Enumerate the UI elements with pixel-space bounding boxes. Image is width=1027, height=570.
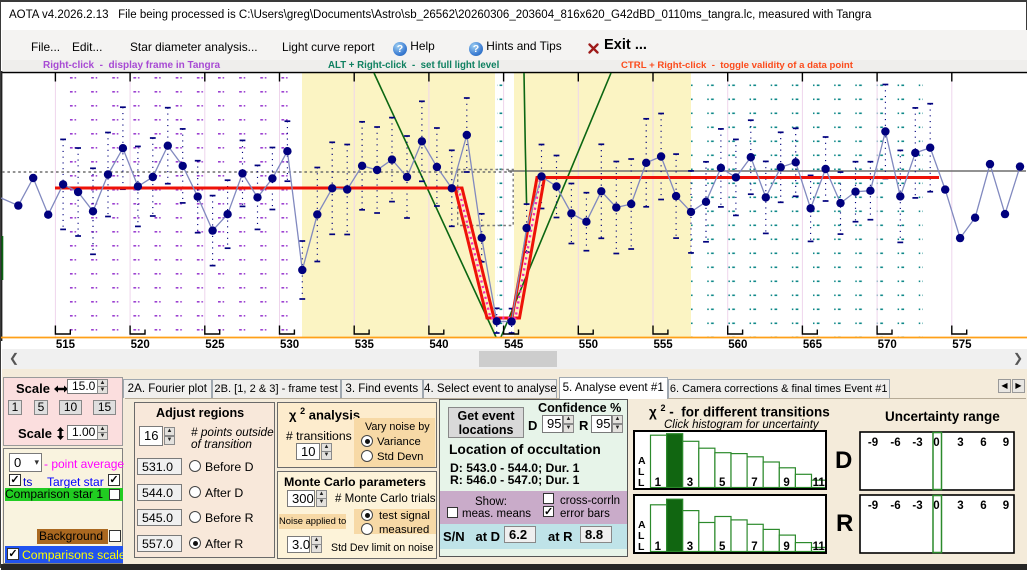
svg-text:9: 9	[783, 541, 789, 553]
svg-text:565: 565	[803, 339, 823, 349]
svg-text:11: 11	[813, 541, 826, 553]
svg-text:3: 3	[957, 437, 963, 449]
svg-text:-9: -9	[868, 500, 878, 512]
svg-text:6: 6	[980, 437, 986, 449]
svg-text:3: 3	[687, 477, 693, 489]
svg-text:0: 0	[933, 437, 939, 449]
svg-text:540: 540	[429, 339, 448, 349]
svg-text:5: 5	[719, 541, 726, 553]
svg-text:9: 9	[1003, 500, 1009, 512]
svg-text:11: 11	[813, 477, 826, 489]
svg-text:7: 7	[751, 541, 757, 553]
svg-text:575: 575	[952, 339, 972, 349]
svg-text:3: 3	[957, 500, 963, 512]
svg-text:520: 520	[131, 339, 150, 349]
svg-text:0: 0	[933, 500, 939, 512]
svg-text:1: 1	[655, 541, 662, 553]
svg-text:5: 5	[719, 477, 726, 489]
svg-text:L: L	[638, 541, 645, 553]
svg-text:A: A	[638, 455, 646, 467]
svg-text:-6: -6	[890, 437, 900, 449]
svg-text:7: 7	[751, 477, 757, 489]
svg-text:3: 3	[687, 541, 693, 553]
svg-text:535: 535	[355, 339, 375, 349]
svg-text:555: 555	[654, 339, 674, 349]
svg-text:570: 570	[878, 339, 897, 349]
svg-text:545: 545	[504, 339, 524, 349]
svg-text:A: A	[638, 519, 646, 531]
svg-text:-9: -9	[868, 437, 878, 449]
svg-text:-6: -6	[890, 500, 900, 512]
svg-text:550: 550	[579, 339, 598, 349]
svg-text:560: 560	[728, 339, 747, 349]
svg-text:-3: -3	[912, 437, 922, 449]
svg-text:L: L	[638, 477, 645, 489]
svg-text:1: 1	[655, 477, 662, 489]
svg-text:6: 6	[980, 500, 986, 512]
svg-text:515: 515	[56, 339, 76, 349]
svg-text:525: 525	[205, 339, 225, 349]
svg-text:-3: -3	[912, 500, 922, 512]
svg-text:9: 9	[1003, 437, 1009, 449]
svg-text:L: L	[638, 530, 645, 542]
svg-text:9: 9	[783, 477, 789, 489]
svg-text:L: L	[638, 466, 645, 478]
svg-text:530: 530	[280, 339, 299, 349]
